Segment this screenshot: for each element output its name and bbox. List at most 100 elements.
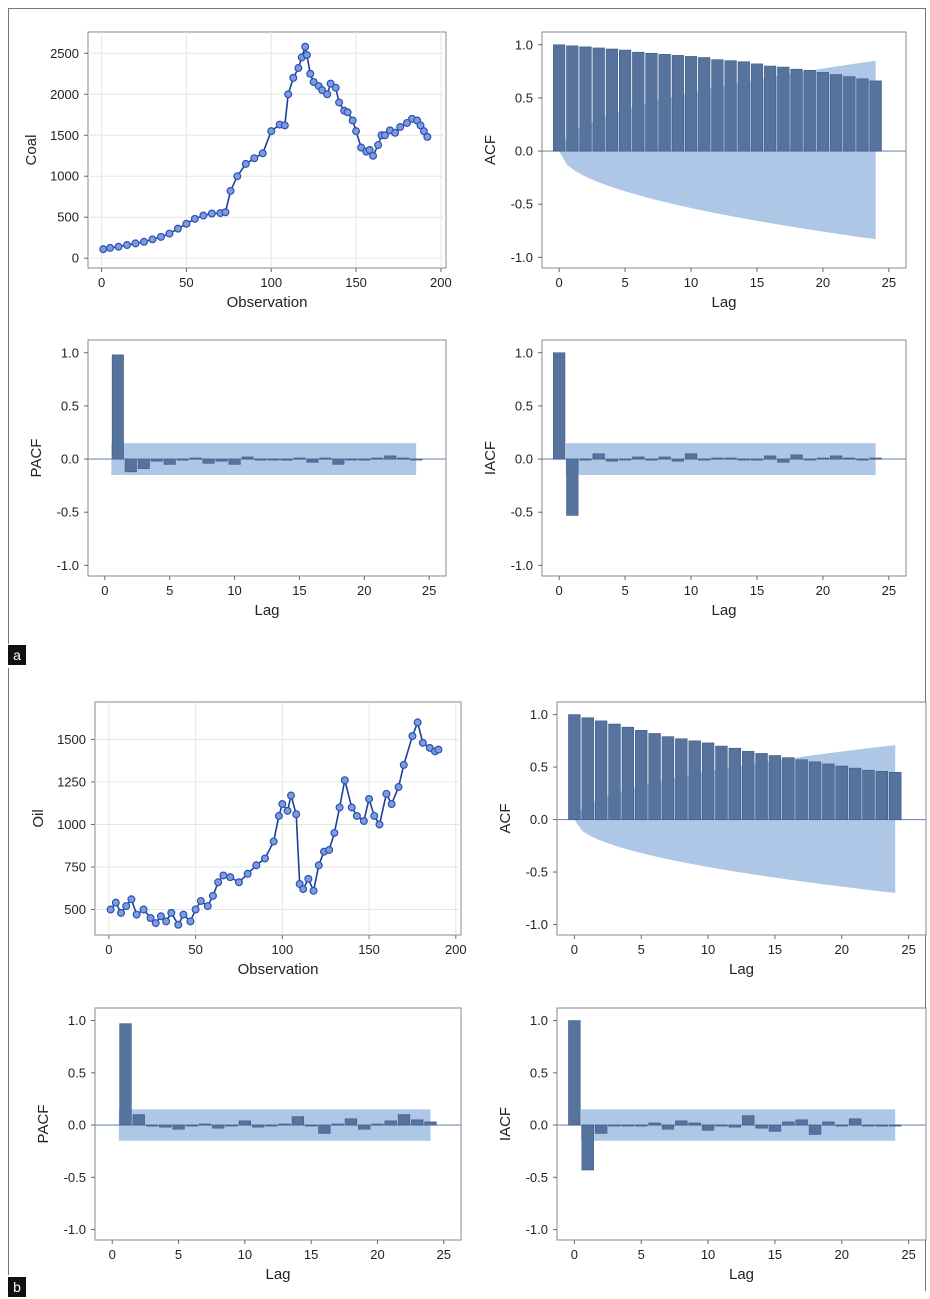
bar bbox=[189, 457, 202, 460]
bar bbox=[568, 714, 581, 820]
data-point bbox=[299, 885, 308, 894]
bar bbox=[742, 751, 755, 820]
x-tick-label: 10 bbox=[684, 583, 698, 598]
data-point bbox=[99, 245, 108, 254]
data-point bbox=[330, 828, 339, 837]
bar bbox=[711, 59, 724, 152]
data-point bbox=[151, 919, 160, 928]
bar bbox=[698, 458, 711, 461]
x-tick-label: 150 bbox=[345, 275, 367, 290]
data-point bbox=[348, 116, 357, 125]
data-point bbox=[123, 241, 132, 250]
bar bbox=[688, 740, 701, 820]
x-tick-label: 10 bbox=[684, 275, 698, 290]
bar bbox=[358, 458, 371, 461]
x-tick-label: 15 bbox=[750, 275, 764, 290]
bar bbox=[632, 456, 645, 460]
x-tick-label: 5 bbox=[621, 275, 628, 290]
y-tick-label: 1.0 bbox=[515, 345, 533, 360]
data-point bbox=[167, 908, 176, 917]
data-point bbox=[301, 42, 310, 51]
x-tick-label: 0 bbox=[101, 583, 108, 598]
data-point bbox=[374, 141, 383, 150]
y-axis-label: PACF bbox=[28, 439, 45, 478]
y-tick-label: 1.0 bbox=[530, 1013, 548, 1028]
data-point bbox=[284, 90, 293, 99]
bar bbox=[698, 57, 711, 152]
y-tick-label: 1500 bbox=[50, 128, 79, 143]
bar bbox=[621, 1124, 635, 1127]
y-tick-label: -1.0 bbox=[64, 1222, 86, 1237]
data-point bbox=[335, 98, 344, 107]
x-axis-label: Observation bbox=[227, 294, 308, 311]
y-tick-label: 2000 bbox=[50, 87, 79, 102]
bar bbox=[265, 1124, 278, 1127]
data-point bbox=[162, 917, 171, 926]
figure-border-right bbox=[925, 8, 926, 1291]
bar bbox=[715, 745, 728, 820]
y-tick-label: 2500 bbox=[50, 46, 79, 61]
data-point bbox=[111, 898, 120, 907]
x-tick-label: 100 bbox=[260, 275, 282, 290]
bar bbox=[808, 1124, 822, 1135]
x-tick-label: 0 bbox=[571, 942, 578, 957]
plot-frame bbox=[87, 31, 447, 269]
bar bbox=[581, 717, 594, 820]
data-point bbox=[325, 845, 334, 854]
bar bbox=[755, 753, 768, 820]
bar bbox=[306, 458, 319, 463]
bar bbox=[835, 1124, 848, 1127]
bar bbox=[701, 742, 715, 820]
bar bbox=[862, 1124, 875, 1127]
data-point bbox=[413, 718, 422, 727]
bar bbox=[790, 68, 803, 152]
y-tick-label: 1250 bbox=[57, 774, 86, 789]
bar bbox=[816, 457, 830, 460]
data-point bbox=[241, 159, 250, 168]
data-point bbox=[292, 810, 301, 819]
bar bbox=[225, 1124, 238, 1127]
y-tick-label: -0.5 bbox=[57, 505, 79, 520]
y-axis-label: Coal bbox=[23, 135, 40, 166]
bar bbox=[848, 1118, 862, 1126]
y-tick-label: 1.0 bbox=[68, 1013, 86, 1028]
coal-pacf-chart: 0 5 10 15 20 25 1.0 0.5 0.0 -0.5 -1.0 Lag PACF bbox=[28, 339, 447, 619]
bar bbox=[750, 63, 764, 152]
bar bbox=[764, 455, 777, 460]
bar bbox=[618, 458, 632, 461]
y-axis-label: ACF bbox=[497, 804, 514, 834]
figure-border-top bbox=[8, 8, 926, 9]
y-tick-label: 1.0 bbox=[515, 37, 533, 52]
bar bbox=[728, 747, 741, 820]
bar bbox=[319, 457, 332, 460]
bar bbox=[808, 761, 822, 820]
data-point bbox=[314, 861, 323, 870]
y-tick-label: -1.0 bbox=[57, 558, 79, 573]
x-tick-label: 25 bbox=[882, 583, 896, 598]
bar bbox=[869, 457, 882, 460]
y-tick-label: 500 bbox=[64, 902, 86, 917]
bar bbox=[728, 1124, 741, 1128]
bar bbox=[592, 47, 605, 152]
x-tick-label: 0 bbox=[98, 275, 105, 290]
oil-series-chart: 0 50 100 150 200 500 750 1000 1250 1500 Observatio… bbox=[30, 701, 467, 978]
data-point bbox=[365, 794, 374, 803]
bar bbox=[344, 1118, 358, 1126]
data-point bbox=[359, 817, 368, 826]
bar bbox=[553, 352, 566, 460]
bar bbox=[397, 1114, 411, 1126]
x-tick-label: 5 bbox=[621, 583, 628, 598]
bar bbox=[648, 733, 661, 820]
bar bbox=[684, 453, 698, 460]
data-point bbox=[148, 235, 157, 244]
bar bbox=[241, 456, 254, 460]
y-tick-label: 0.0 bbox=[68, 1118, 86, 1133]
y-tick-label: 0.5 bbox=[530, 1065, 548, 1080]
bar bbox=[293, 457, 306, 460]
bar bbox=[648, 1122, 661, 1126]
x-axis-label: Observation bbox=[238, 961, 319, 978]
bar bbox=[608, 723, 621, 820]
bar bbox=[875, 770, 889, 820]
bar bbox=[645, 52, 658, 152]
